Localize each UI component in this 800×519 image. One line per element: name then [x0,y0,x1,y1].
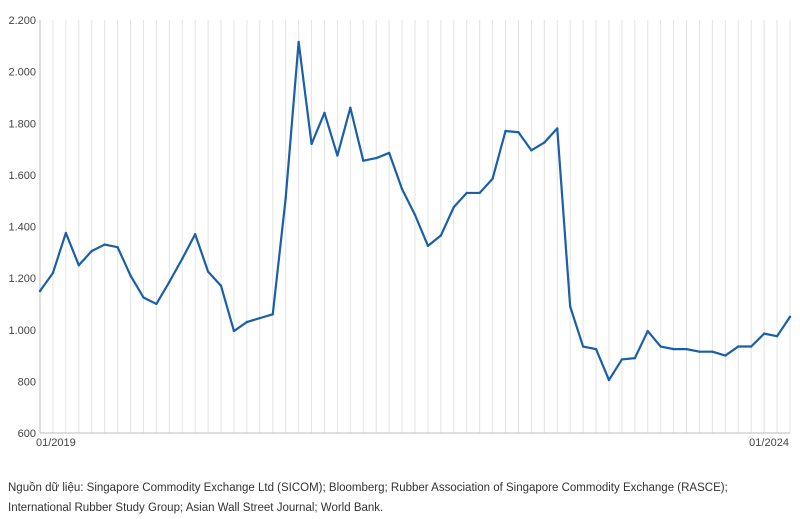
data-point [206,270,210,273]
data-point [116,245,119,249]
data-point [38,289,42,293]
x-tick-label: 01/2019 [36,437,76,449]
y-tick-label: 1.600 [8,170,36,182]
data-point [142,296,145,299]
data-point [439,234,443,237]
data-point [77,264,80,267]
x-tick-label: 01/2024 [749,437,789,449]
data-point [426,244,430,248]
y-tick-label: 2.200 [8,15,36,27]
data-point [724,354,727,357]
data-point [646,329,649,333]
data-point [504,129,507,133]
data-point [271,313,274,316]
data-point [413,213,417,217]
data-point [168,280,171,284]
data-point [245,320,249,324]
data-point [685,347,688,351]
data-point [452,205,455,209]
data-point [556,127,559,130]
data-point [517,131,520,134]
data-point [349,106,352,109]
y-axis: 600 800 1.000 1.200 1.400 1.600 1.800 2.000 2.20… [8,15,41,440]
data-point [737,345,740,348]
data-point [387,151,391,155]
data-point [400,187,404,191]
data-point [633,356,637,360]
data-point [698,350,701,353]
data-point [594,347,598,351]
y-tick-label: 2.000 [8,67,36,79]
series-group [38,40,792,382]
data-point [193,233,197,236]
line-chart: 600 800 1.000 1.200 1.400 1.600 1.800 2.000 2.20… [8,15,792,449]
data-point [672,347,675,351]
data-point [491,177,494,180]
data-point [64,231,68,235]
data-point [711,350,714,353]
y-tick-label: 1.800 [8,118,36,130]
data-point [750,345,753,348]
data-point [219,284,223,288]
x-axis: 01/2019 01/2024 [36,437,789,449]
data-point [51,271,55,275]
y-tick-label: 800 [18,376,36,388]
data-point [297,40,300,44]
data-point [607,378,611,382]
data-point [336,154,339,157]
data-point [129,274,132,277]
data-point [258,316,262,320]
data-point [581,345,585,348]
data-point [543,141,546,144]
data-point [323,111,326,115]
data-point [788,315,792,319]
data-point [232,329,236,333]
data-source-note: Nguồn dữ liệu: Singapore Commodity Excha… [8,482,728,514]
data-point [568,305,572,308]
y-tick-label: 1.000 [8,325,36,337]
data-point [90,249,93,253]
y-tick-label: 1.200 [8,273,36,285]
data-point [284,196,287,200]
data-point [181,257,184,260]
data-point [155,302,158,306]
data-point [762,332,766,335]
data-point [310,142,313,146]
y-tick-label: 600 [18,428,36,440]
data-point [362,159,365,162]
data-point [478,191,481,195]
vertical-gridlines [39,20,791,433]
data-point [530,149,533,152]
data-point [103,243,106,246]
data-point [620,358,624,361]
data-point [375,156,378,160]
data-point [775,335,779,338]
data-point [659,345,662,348]
y-tick-label: 1.400 [8,222,36,234]
data-point [465,191,468,195]
